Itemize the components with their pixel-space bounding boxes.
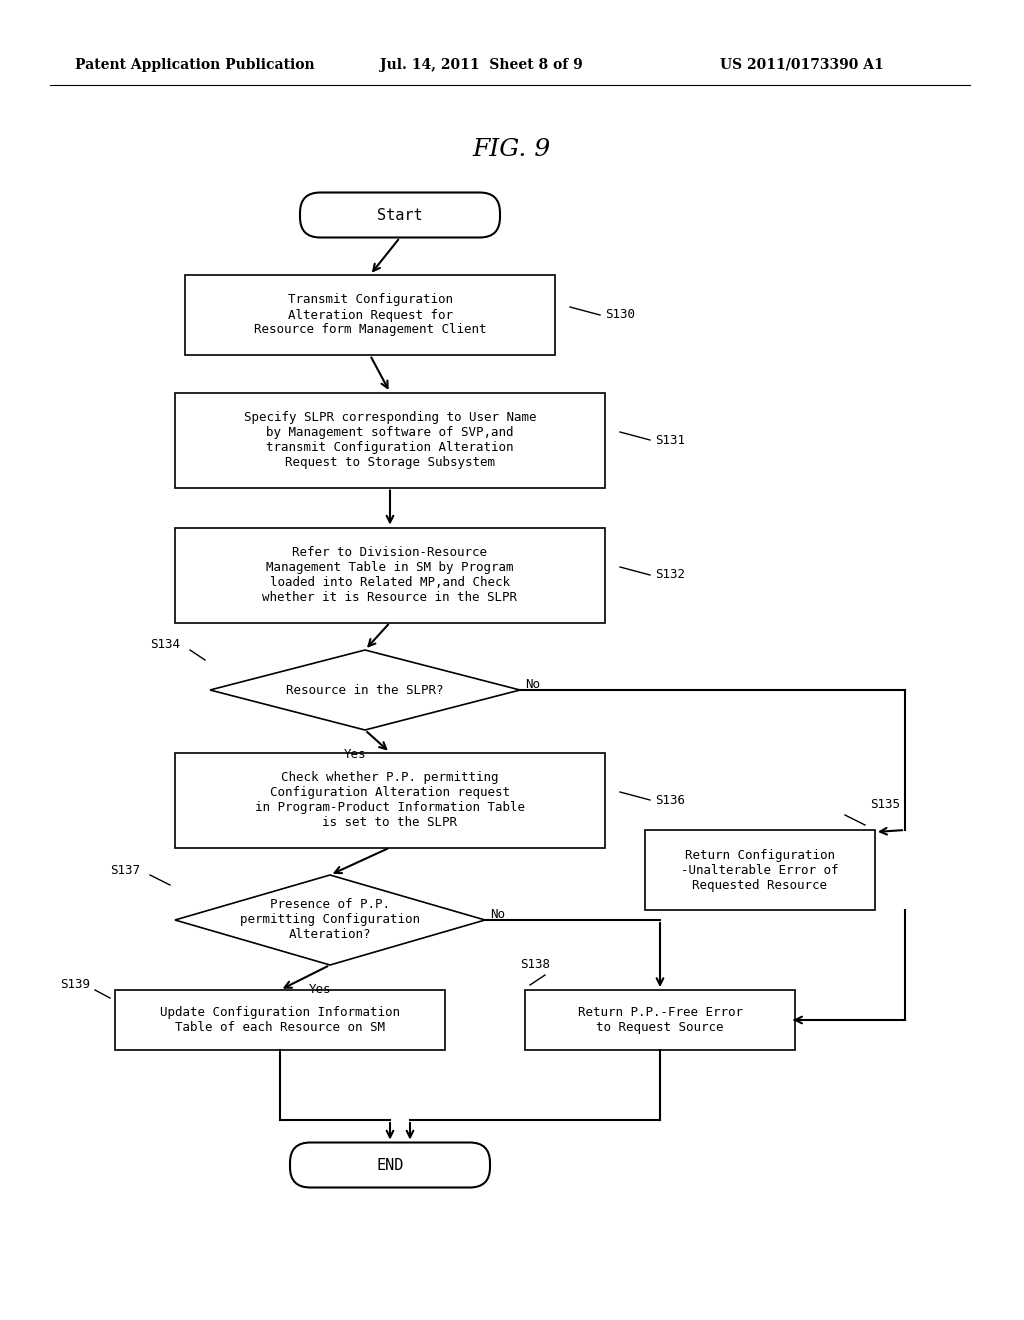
Text: S132: S132: [655, 569, 685, 582]
Text: Update Configuration Information
Table of each Resource on SM: Update Configuration Information Table o…: [160, 1006, 400, 1034]
Text: No: No: [490, 908, 505, 921]
Polygon shape: [175, 875, 485, 965]
Text: Jul. 14, 2011  Sheet 8 of 9: Jul. 14, 2011 Sheet 8 of 9: [380, 58, 583, 73]
Text: END: END: [376, 1158, 403, 1172]
Text: S130: S130: [605, 309, 635, 322]
Text: Refer to Division-Resource
Management Table in SM by Program
loaded into Related: Refer to Division-Resource Management Ta…: [262, 546, 517, 605]
Text: FIG. 9: FIG. 9: [473, 139, 551, 161]
Text: Yes: Yes: [309, 983, 331, 997]
Bar: [525, 990, 795, 1049]
Text: Yes: Yes: [344, 748, 367, 762]
Text: Transmit Configuration
Alteration Request for
Resource form Management Client: Transmit Configuration Alteration Reques…: [254, 293, 486, 337]
Text: Presence of P.P.
permitting Configuration
Alteration?: Presence of P.P. permitting Configuratio…: [240, 899, 420, 941]
FancyBboxPatch shape: [290, 1143, 490, 1188]
Text: S139: S139: [60, 978, 90, 991]
Text: No: No: [525, 678, 540, 692]
Text: S137: S137: [110, 863, 140, 876]
Bar: [115, 990, 445, 1049]
Bar: [175, 528, 605, 623]
Bar: [175, 392, 605, 487]
Text: S131: S131: [655, 433, 685, 446]
Text: Resource in the SLPR?: Resource in the SLPR?: [287, 684, 443, 697]
Polygon shape: [210, 649, 520, 730]
Bar: [175, 752, 605, 847]
FancyBboxPatch shape: [300, 193, 500, 238]
Text: Patent Application Publication: Patent Application Publication: [75, 58, 314, 73]
Text: S138: S138: [520, 958, 550, 972]
Text: Check whether P.P. permitting
Configuration Alteration request
in Program-Produc: Check whether P.P. permitting Configurat…: [255, 771, 525, 829]
Text: US 2011/0173390 A1: US 2011/0173390 A1: [720, 58, 884, 73]
Text: Return P.P.-Free Error
to Request Source: Return P.P.-Free Error to Request Source: [578, 1006, 742, 1034]
Bar: [185, 275, 555, 355]
Text: Return Configuration
-Unalterable Error of
Requested Resource: Return Configuration -Unalterable Error …: [681, 849, 839, 891]
Text: Specify SLPR corresponding to User Name
by Management software of SVP,and
transm: Specify SLPR corresponding to User Name …: [244, 411, 537, 469]
Text: Start: Start: [377, 207, 423, 223]
Text: S134: S134: [150, 639, 180, 652]
Bar: [645, 830, 874, 909]
Text: S135: S135: [870, 799, 900, 812]
Text: S136: S136: [655, 793, 685, 807]
